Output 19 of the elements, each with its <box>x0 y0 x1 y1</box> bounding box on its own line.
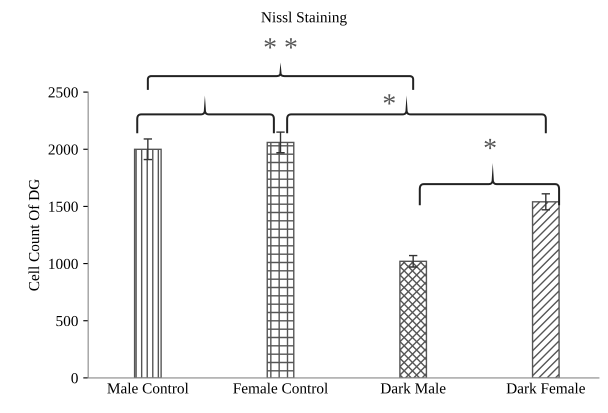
annotation: * <box>484 138 496 150</box>
bar <box>134 148 162 378</box>
y-axis-title: Cell Count Of DG <box>28 179 40 291</box>
bar <box>266 142 294 378</box>
bar <box>532 201 560 378</box>
chart-title: Nissl Staining <box>261 12 347 26</box>
y-tick-label: 1500 <box>49 202 78 212</box>
annotation: * <box>384 94 395 104</box>
y-tick-label: 1000 <box>49 258 78 270</box>
y-tick-label: 500 <box>56 316 78 326</box>
bar <box>399 260 428 378</box>
y-tick-label: 2500 <box>48 87 78 98</box>
x-tick-label: Dark Male <box>380 382 446 394</box>
text: * * <box>264 38 297 48</box>
y-tick-label: 2000 <box>48 144 78 155</box>
x-tick-label: Female Control <box>233 382 328 394</box>
x-tick-label: Dark Female <box>506 382 585 394</box>
y-tick-label: 0 <box>71 373 78 384</box>
x-tick-label: Male Control <box>107 382 188 394</box>
